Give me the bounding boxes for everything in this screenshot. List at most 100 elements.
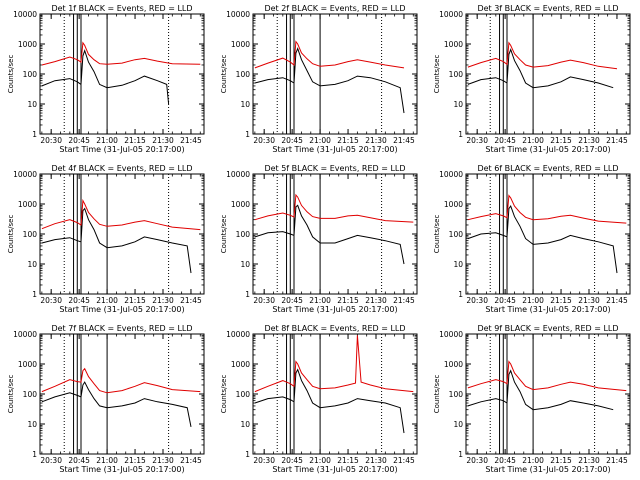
panel-title: Det 3f BLACK = Events, RED = LLD <box>477 4 618 13</box>
panel-det2: 1 10 100 1000 10000 20:30 20:45 21:00 21:15 21:30… <box>220 4 418 154</box>
x-tick-label: 20:45 <box>68 456 90 465</box>
x-tick-label: 20:30 <box>40 296 62 305</box>
y-axis-label: Counts/sec <box>7 55 15 94</box>
panel-title: Det 1f BLACK = Events, RED = LLD <box>51 4 192 13</box>
y-tick-label: 10 <box>240 100 250 109</box>
x-tick-label: 21:30 <box>365 136 387 145</box>
y-tick-label: 10000 <box>13 10 37 19</box>
x-tick-label: 21:00 <box>96 456 118 465</box>
x-tick-label: 21:00 <box>96 296 118 305</box>
series-line-events <box>467 369 614 411</box>
y-tick-label: 10 <box>453 100 463 109</box>
x-tick-label: 20:45 <box>494 296 516 305</box>
x-tick-label: 21:45 <box>606 456 628 465</box>
x-axis-label: Start Time (31-Jul-05 20:17:00) <box>59 305 184 314</box>
y-tick-label: 1000 <box>444 360 463 369</box>
y-axis-label: Counts/sec <box>433 375 441 414</box>
panel-title: Det 4f BLACK = Events, RED = LLD <box>51 164 192 173</box>
panel-title: Det 7f BLACK = Events, RED = LLD <box>51 324 192 333</box>
y-tick-label: 100 <box>236 230 251 239</box>
x-tick-label: 21:15 <box>124 456 146 465</box>
y-tick-label: 1000 <box>231 40 250 49</box>
y-tick-label: 10000 <box>13 170 37 179</box>
x-axis-label: Start Time (31-Jul-05 20:17:00) <box>485 305 610 314</box>
y-tick-label: 1000 <box>18 360 37 369</box>
y-axis-label: Counts/sec <box>433 55 441 94</box>
series-line-events <box>254 368 405 434</box>
x-tick-label: 21:45 <box>180 296 202 305</box>
y-tick-label: 10 <box>27 420 37 429</box>
series-line-events <box>254 204 405 265</box>
y-tick-label: 10000 <box>226 10 250 19</box>
x-tick-label: 20:45 <box>494 136 516 145</box>
y-tick-label: 10 <box>453 260 463 269</box>
series-line-events <box>467 48 614 89</box>
y-tick-label: 1000 <box>18 200 37 209</box>
y-tick-label: 1000 <box>444 200 463 209</box>
x-tick-label: 20:45 <box>281 456 303 465</box>
x-axis-label: Start Time (31-Jul-05 20:17:00) <box>485 465 610 474</box>
panel-title: Det 2f BLACK = Events, RED = LLD <box>264 4 405 13</box>
y-tick-label: 1 <box>32 290 37 299</box>
x-tick-label: 20:30 <box>40 136 62 145</box>
x-axis-label: Start Time (31-Jul-05 20:17:00) <box>59 465 184 474</box>
x-tick-label: 21:30 <box>365 296 387 305</box>
panel-title: Det 6f BLACK = Events, RED = LLD <box>477 164 618 173</box>
x-tick-label: 20:30 <box>466 296 488 305</box>
x-tick-label: 21:15 <box>550 296 572 305</box>
y-tick-label: 100 <box>23 70 38 79</box>
panel-det5: 1 10 100 1000 10000 20:30 20:45 21:00 21:15 21:30… <box>220 164 418 314</box>
y-tick-label: 1000 <box>444 40 463 49</box>
x-tick-label: 21:30 <box>365 456 387 465</box>
x-tick-label: 20:30 <box>253 296 275 305</box>
series-line-lld <box>467 360 627 392</box>
x-tick-label: 21:30 <box>578 296 600 305</box>
panel-title: Det 5f BLACK = Events, RED = LLD <box>264 164 405 173</box>
series-line-events <box>467 205 618 274</box>
y-tick-label: 1 <box>245 290 250 299</box>
x-tick-label: 21:30 <box>152 296 174 305</box>
y-tick-label: 10 <box>453 420 463 429</box>
y-tick-label: 10000 <box>226 170 250 179</box>
y-tick-label: 1 <box>245 130 250 139</box>
panel-det9: 1 10 100 1000 10000 20:30 20:45 21:00 21:15 21:30… <box>433 324 631 474</box>
x-tick-label: 20:30 <box>466 136 488 145</box>
x-tick-label: 20:45 <box>281 136 303 145</box>
series-line-events <box>254 47 405 114</box>
panel-title: Det 9f BLACK = Events, RED = LLD <box>477 324 618 333</box>
y-axis-label: Counts/sec <box>220 55 228 94</box>
series-line-events <box>41 381 192 427</box>
panel-det7: 1 10 100 1000 10000 20:30 20:45 21:00 21:15 21:30… <box>7 324 205 474</box>
x-axis-label: Start Time (31-Jul-05 20:17:00) <box>59 145 184 154</box>
series-line-events <box>41 49 170 105</box>
y-tick-label: 1 <box>32 130 37 139</box>
y-tick-label: 10 <box>240 420 250 429</box>
x-tick-label: 20:45 <box>68 136 90 145</box>
x-axis-label: Start Time (31-Jul-05 20:17:00) <box>485 145 610 154</box>
y-tick-label: 10000 <box>13 330 37 339</box>
x-tick-label: 21:00 <box>522 136 544 145</box>
y-tick-label: 10 <box>240 260 250 269</box>
y-tick-label: 100 <box>23 390 38 399</box>
y-tick-label: 100 <box>236 70 251 79</box>
series-line-lld <box>41 367 201 394</box>
x-axis-label: Start Time (31-Jul-05 20:17:00) <box>272 465 397 474</box>
series-line-lld <box>41 41 201 66</box>
y-tick-label: 10000 <box>226 330 250 339</box>
series-line-events <box>41 207 192 274</box>
series-line-lld <box>254 335 414 393</box>
y-tick-label: 100 <box>449 70 464 79</box>
x-tick-label: 21:15 <box>550 456 572 465</box>
panel-det4: 1 10 100 1000 10000 20:30 20:45 21:00 21:15 21:30… <box>7 164 205 314</box>
x-tick-label: 20:30 <box>253 136 275 145</box>
y-tick-label: 10000 <box>439 170 463 179</box>
y-tick-label: 10000 <box>439 10 463 19</box>
x-tick-label: 20:30 <box>40 456 62 465</box>
y-tick-label: 10 <box>27 100 37 109</box>
y-tick-label: 1 <box>458 290 463 299</box>
x-tick-label: 21:00 <box>522 296 544 305</box>
panel-det1: 1 10 100 1000 10000 20:30 20:45 21:00 21:15 21:30… <box>7 4 205 154</box>
x-tick-label: 21:15 <box>337 456 359 465</box>
y-axis-label: Counts/sec <box>7 215 15 254</box>
x-tick-label: 21:30 <box>152 136 174 145</box>
